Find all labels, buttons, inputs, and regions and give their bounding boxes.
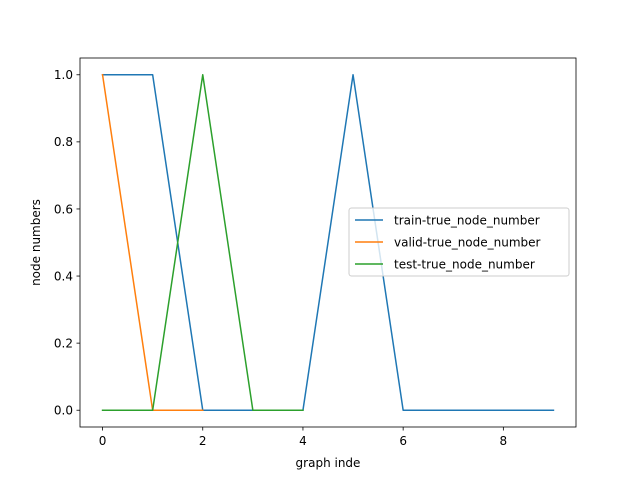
- y-axis-ticks: 0.0 0.2 0.4 0.6 0.8 1.0: [54, 68, 80, 418]
- x-axis-ticks: 0 2 4 6 8: [99, 427, 507, 448]
- y-tick-label: 0.6: [54, 202, 73, 216]
- series-line-2: [101, 74, 304, 411]
- legend-frame: [348, 207, 570, 277]
- x-tick-label: 0: [99, 434, 107, 448]
- x-tick-label: 6: [399, 434, 407, 448]
- y-tick-label: 0.0: [54, 404, 73, 418]
- legend-label-0: train-true_node_number: [394, 213, 540, 227]
- y-tick-label: 1.0: [54, 68, 73, 82]
- legend: train-true_node_number valid-true_node_nu…: [348, 207, 570, 277]
- y-tick-label: 0.2: [54, 336, 73, 350]
- y-tick-label: 0.4: [54, 269, 73, 283]
- y-axis-label: node numbers: [29, 199, 43, 286]
- x-tick-label: 2: [199, 434, 207, 448]
- series-layer: [101, 73, 555, 411]
- plot-frame: [79, 57, 577, 428]
- x-tick-label: 4: [299, 434, 307, 448]
- x-tick-label: 8: [500, 434, 508, 448]
- legend-label-2: test-true_node_number: [394, 257, 535, 271]
- y-tick-label: 0.8: [54, 135, 73, 149]
- x-axis-label: graph inde: [296, 456, 361, 470]
- legend-label-1: valid-true_node_number: [394, 235, 541, 249]
